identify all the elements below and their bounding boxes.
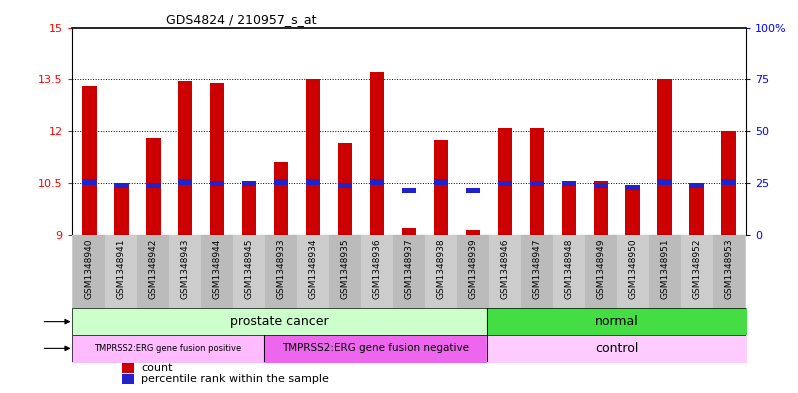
- Bar: [338, 183, 352, 188]
- Text: GSM1348941: GSM1348941: [117, 239, 126, 299]
- Bar: [434, 180, 448, 185]
- Bar: [369, 72, 384, 235]
- Bar: [466, 230, 480, 235]
- Bar: [114, 188, 128, 235]
- Bar: [689, 188, 704, 235]
- Bar: [466, 188, 480, 193]
- Bar: [297, 235, 329, 308]
- Bar: [626, 188, 640, 235]
- Bar: [122, 374, 134, 384]
- Bar: [594, 181, 608, 235]
- Bar: [553, 235, 585, 308]
- Bar: [689, 183, 704, 188]
- Bar: [585, 235, 617, 308]
- Bar: [274, 162, 288, 235]
- Text: GSM1348937: GSM1348937: [405, 239, 413, 299]
- Bar: [242, 181, 256, 235]
- Text: GSM1348940: GSM1348940: [85, 239, 94, 299]
- Bar: [562, 181, 576, 186]
- Bar: [233, 235, 265, 308]
- Bar: [82, 180, 97, 185]
- Bar: [530, 128, 544, 235]
- Bar: [457, 235, 489, 308]
- Bar: [489, 235, 521, 308]
- Bar: [105, 235, 137, 308]
- Text: normal: normal: [595, 315, 638, 328]
- Text: GSM1348943: GSM1348943: [181, 239, 190, 299]
- Bar: [178, 81, 192, 235]
- Bar: [329, 235, 361, 308]
- Bar: [626, 185, 640, 190]
- Bar: [73, 235, 105, 308]
- Bar: [425, 235, 457, 308]
- Bar: [306, 180, 320, 185]
- Bar: [265, 235, 297, 308]
- Bar: [169, 235, 201, 308]
- Bar: [361, 235, 393, 308]
- Text: GSM1348939: GSM1348939: [468, 239, 477, 299]
- Text: GSM1348938: GSM1348938: [437, 239, 445, 299]
- Text: GSM1348951: GSM1348951: [660, 239, 670, 299]
- Text: GSM1348950: GSM1348950: [628, 239, 637, 299]
- Bar: [82, 86, 97, 235]
- Text: GSM1348933: GSM1348933: [277, 239, 286, 299]
- Text: GSM1348936: GSM1348936: [373, 239, 381, 299]
- Bar: [498, 181, 512, 186]
- Bar: [137, 235, 169, 308]
- Bar: [401, 228, 417, 235]
- Text: GSM1348947: GSM1348947: [532, 239, 541, 299]
- Bar: [721, 180, 736, 185]
- Text: TMPRSS2:ERG gene fusion negative: TMPRSS2:ERG gene fusion negative: [282, 343, 469, 353]
- Bar: [210, 83, 224, 235]
- Text: GSM1348942: GSM1348942: [148, 239, 158, 299]
- Text: prostate cancer: prostate cancer: [231, 315, 329, 328]
- Text: GSM1348949: GSM1348949: [596, 239, 605, 299]
- Text: GSM1348952: GSM1348952: [692, 239, 701, 299]
- Bar: [658, 79, 672, 235]
- Bar: [274, 180, 288, 185]
- Bar: [122, 363, 134, 373]
- Bar: [713, 235, 745, 308]
- Bar: [521, 235, 553, 308]
- Bar: [146, 183, 160, 188]
- Bar: [681, 235, 713, 308]
- Text: GSM1348934: GSM1348934: [309, 239, 318, 299]
- Bar: [617, 235, 649, 308]
- Text: GSM1348946: GSM1348946: [500, 239, 509, 299]
- Text: TMPRSS2:ERG gene fusion positive: TMPRSS2:ERG gene fusion positive: [94, 344, 241, 353]
- Bar: [434, 140, 448, 235]
- Bar: [178, 180, 192, 185]
- Bar: [114, 183, 128, 188]
- Text: GDS4824 / 210957_s_at: GDS4824 / 210957_s_at: [166, 13, 317, 26]
- Bar: [498, 128, 512, 235]
- Text: GSM1348944: GSM1348944: [213, 239, 222, 299]
- Text: GSM1348935: GSM1348935: [341, 239, 350, 299]
- Bar: [393, 235, 425, 308]
- Bar: [146, 138, 160, 235]
- Text: percentile rank within the sample: percentile rank within the sample: [141, 374, 329, 384]
- Bar: [562, 185, 576, 235]
- Bar: [530, 181, 544, 186]
- Bar: [338, 143, 352, 235]
- Bar: [369, 180, 384, 185]
- Bar: [594, 183, 608, 188]
- Bar: [201, 235, 233, 308]
- Bar: [649, 235, 681, 308]
- Bar: [721, 131, 736, 235]
- Bar: [210, 181, 224, 186]
- Text: count: count: [141, 363, 172, 373]
- Text: GSM1348945: GSM1348945: [245, 239, 254, 299]
- Bar: [658, 180, 672, 185]
- Bar: [242, 181, 256, 186]
- Bar: [401, 188, 417, 193]
- Text: control: control: [595, 342, 638, 355]
- Bar: [306, 79, 320, 235]
- Text: GSM1348953: GSM1348953: [724, 239, 733, 299]
- Text: GSM1348948: GSM1348948: [564, 239, 573, 299]
